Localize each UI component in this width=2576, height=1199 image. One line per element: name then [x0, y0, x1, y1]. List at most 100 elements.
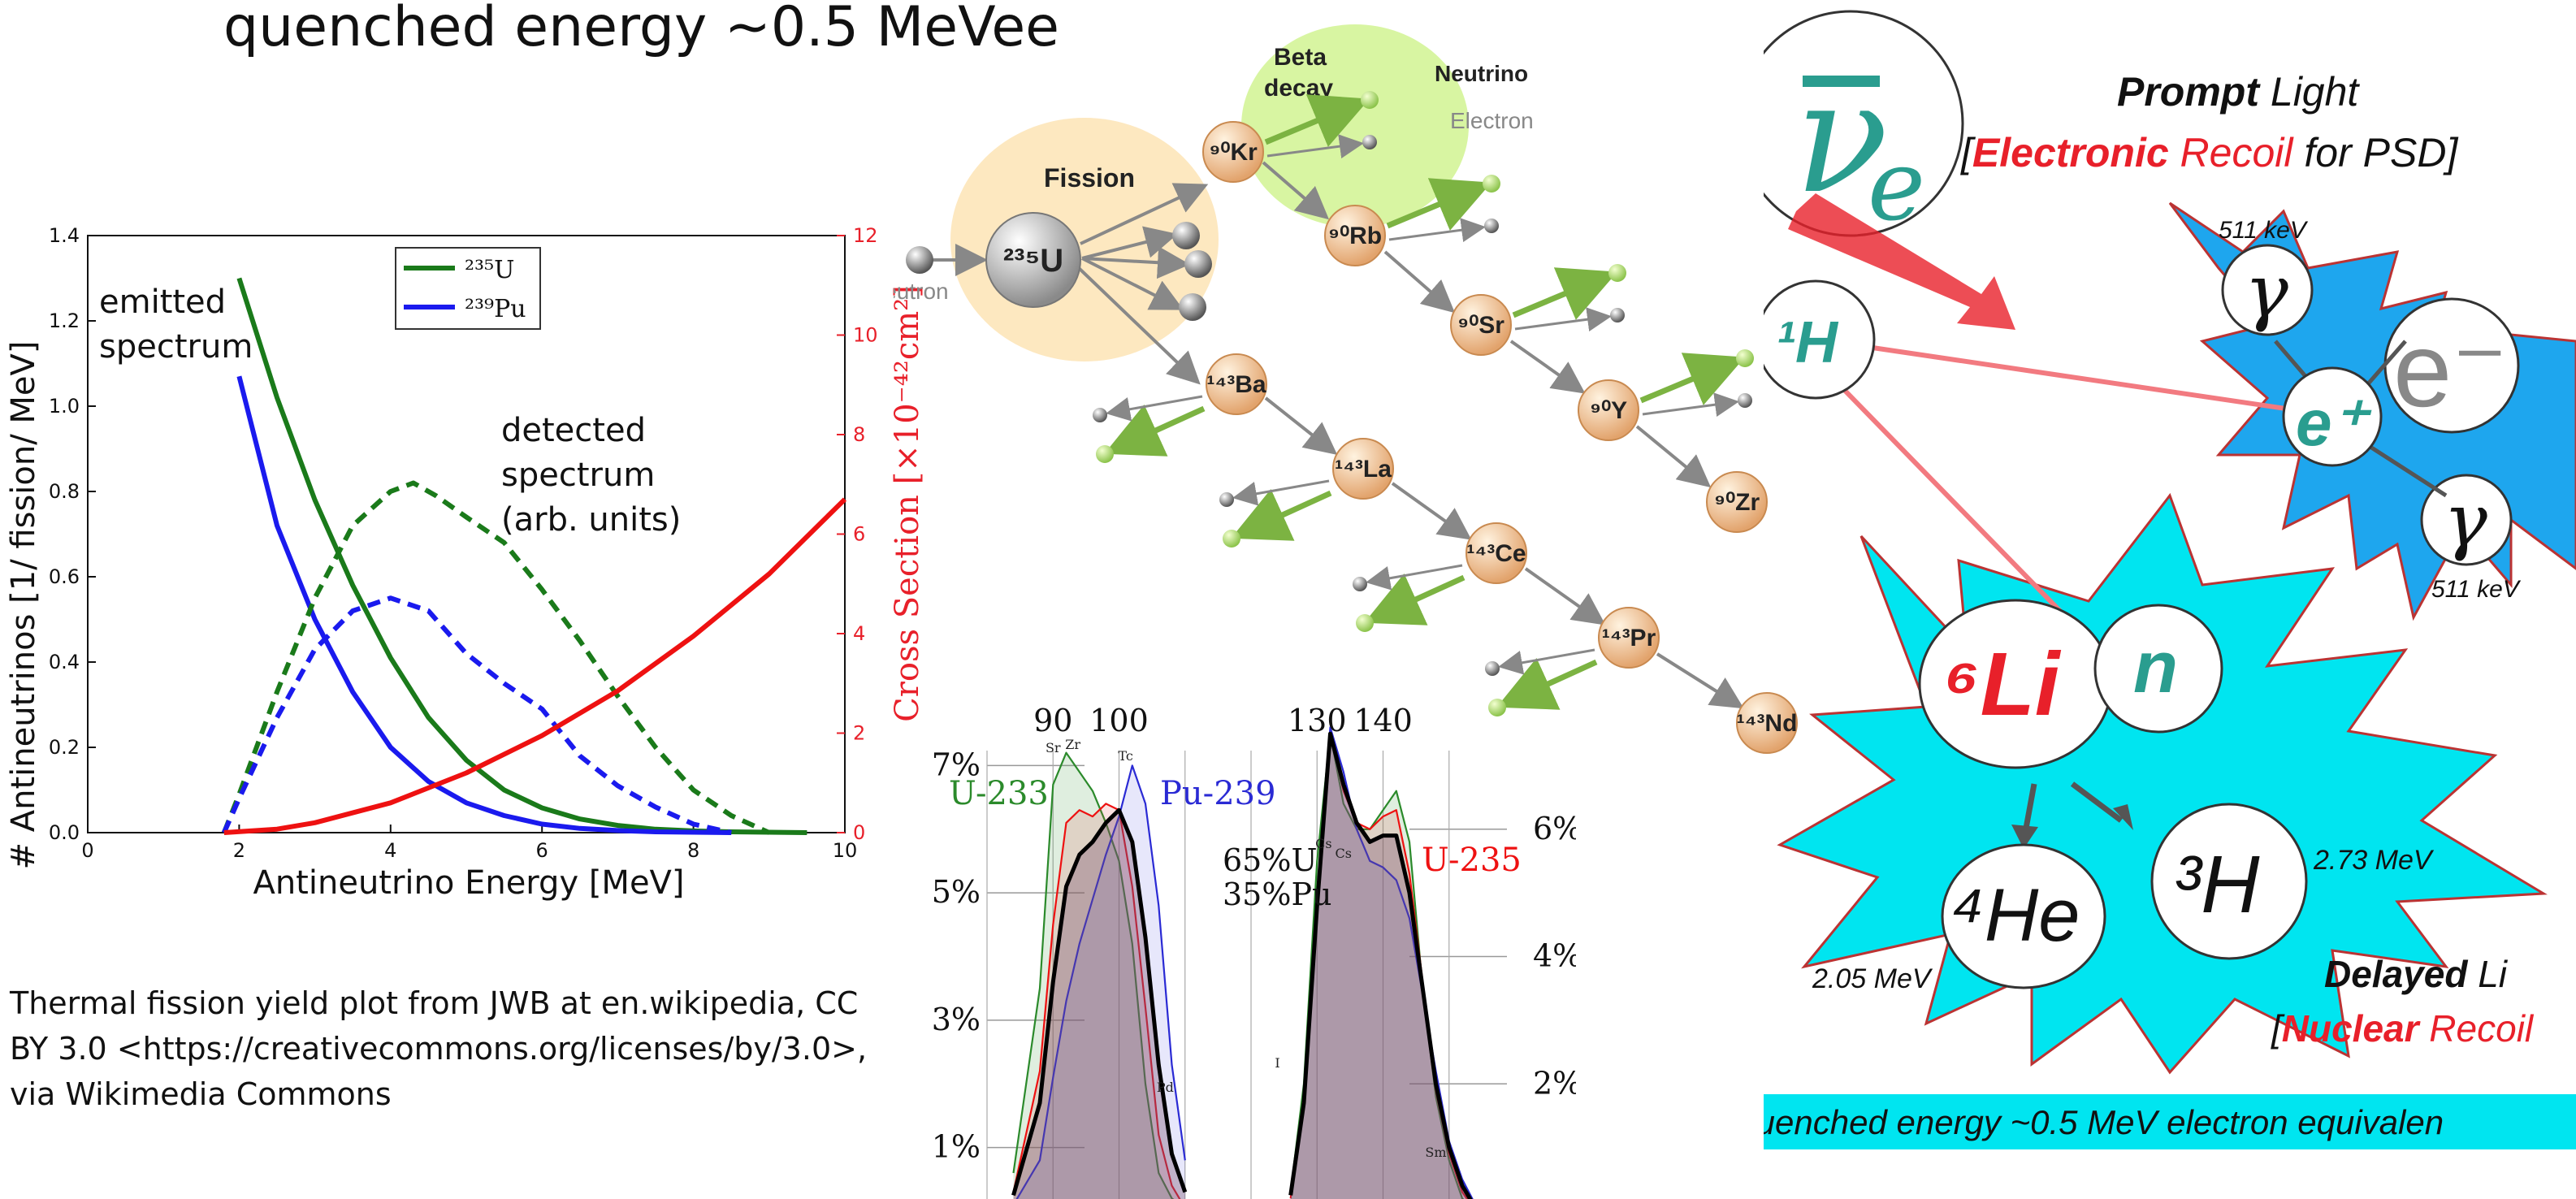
y2-tick-label: 6: [853, 523, 865, 546]
electron-symbol: e⁻: [2393, 310, 2508, 429]
series-label-pu239: Pu-239: [1160, 775, 1276, 812]
x-tick-label: 8: [687, 839, 699, 862]
series-area-2-0: [1016, 765, 1185, 1199]
inverse-beta-decay-diagram: ν e ¹H Prompt Light [Electronic Recoil f…: [1764, 10, 2576, 1149]
top-label: 140: [1353, 703, 1413, 738]
electron-arrow: [1266, 134, 1364, 159]
x-tick-label: 6: [536, 839, 548, 862]
quenched-energy-banner: [1764, 1094, 2576, 1149]
decay-arrow: [1391, 482, 1472, 540]
beta-label-2: decay: [1264, 75, 1333, 102]
mix-label-2: 35%Pu: [1223, 877, 1332, 912]
y-tick-left: 3%: [932, 1002, 981, 1037]
mix-label-1: 65%U: [1223, 842, 1318, 878]
lithium6-label: ⁶Li: [1944, 634, 2062, 734]
series-area-0-1: [1290, 734, 1463, 1199]
y2-tick-label: 12: [853, 224, 878, 247]
nucleus-node: [985, 212, 1081, 308]
decay-arrow: [1524, 567, 1606, 625]
antineutrino-sub: e: [1868, 130, 1925, 243]
series-label-u235: U-235: [1422, 842, 1522, 879]
series-line-2-0: [1015, 764, 1186, 1199]
series-line-1-0: [1012, 803, 1181, 1199]
neutron-symbol: n: [2133, 627, 2178, 708]
neutrino-ball: [1356, 614, 1374, 632]
element-label: Cs: [1315, 836, 1331, 851]
nuclear-recoil-subtitle: [Nuclear Recoil: [2271, 1007, 2535, 1050]
top-label: 130: [1288, 703, 1347, 738]
x-tick-label: 0: [81, 839, 93, 862]
li-to-h3-arrow: [2070, 781, 2124, 823]
prompt-light-title: Prompt Light: [2117, 69, 2360, 115]
antineutrino-symbol: ν: [1795, 48, 1889, 227]
delayed-light-title: Delayed Li: [2324, 953, 2509, 995]
y2-tick-label: 2: [853, 722, 865, 745]
electron-ball: [1738, 393, 1752, 408]
element-label: Cs: [1336, 846, 1352, 861]
series-area-1-1: [1290, 734, 1467, 1199]
y-tick-label: 1.4: [49, 224, 80, 247]
x-tick-label: 10: [833, 839, 858, 862]
neutrino-arrow: [1639, 353, 1745, 405]
neutrino-arrow: [1496, 657, 1598, 710]
electron-arrow: [1642, 392, 1739, 418]
y-tick-label: 0.2: [49, 736, 80, 759]
annotation-emitted-1: emitted: [99, 284, 226, 321]
series-line-3-1: [1288, 731, 1473, 1199]
annotation-detected-2: spectrum: [501, 457, 655, 494]
y-tick-label: 0.0: [49, 821, 80, 844]
y-tick-label: 0.4: [49, 651, 80, 673]
gamma-symbol-bottom: γ: [2444, 478, 2487, 564]
decay-arrow: [1656, 652, 1744, 709]
decay-arrow: [1264, 396, 1338, 455]
series-line-3: [222, 595, 732, 835]
nucleus-node: [1466, 522, 1527, 584]
fragment-arrow: [1081, 257, 1184, 310]
electron-ball: [1484, 219, 1499, 233]
fission-label: Fission: [1044, 163, 1135, 193]
element-label: Pd: [1157, 1080, 1174, 1095]
neutrino-ball: [1488, 699, 1506, 716]
decay-arrow: [1635, 425, 1712, 488]
nucleus-node: [1332, 438, 1394, 500]
series-line-2: [222, 480, 771, 835]
neutron-circle: [2093, 604, 2223, 734]
y2-tick-label: 0: [853, 821, 865, 844]
credit-line-1: Thermal fission yield plot from JWB at e…: [10, 985, 859, 1021]
decay-arrow: [1077, 266, 1201, 385]
electron-label: Electron: [1450, 108, 1534, 133]
he4-arrowhead: [2011, 825, 2038, 849]
y2-tick-label: 8: [853, 423, 865, 446]
positron-circle: [2282, 366, 2383, 467]
x-axis-label: Antineutrino Energy [MeV]: [253, 864, 684, 902]
y-tick-left: 5%: [932, 874, 981, 910]
annotation-detected-3: (arb. units): [501, 501, 681, 539]
tritium-circle: [2150, 803, 2308, 960]
nucleus-label: ¹⁴³Pr: [1602, 625, 1656, 651]
top-label: 100: [1089, 703, 1149, 738]
series-line-1: [236, 375, 732, 835]
neutrino-ball: [1096, 445, 1114, 463]
helium4-energy: 2.05 MeV: [1812, 963, 1933, 994]
electron-arrow: [1498, 648, 1595, 675]
electron-arrow: [1232, 479, 1330, 506]
credit-line-2: BY 3.0 <https://creativecommons.org/lice…: [10, 1031, 868, 1067]
neutrino-arrow: [1264, 94, 1370, 147]
fission-decay-chain-diagram: Fission Beta decay Neutrino Electron Neu…: [894, 24, 1798, 754]
nucleus-label: ¹⁴³La: [1335, 456, 1392, 483]
credit-line-3: via Wikimedia Commons: [10, 1076, 392, 1112]
series-area-3-0: [1013, 810, 1185, 1199]
x-tick-label: 4: [384, 839, 396, 862]
x-tick-label: 2: [233, 839, 245, 862]
series-line-4: [223, 497, 847, 835]
annotation-emitted-2: spectrum: [99, 328, 253, 366]
image-credit: Thermal fission yield plot from JWB at e…: [10, 980, 867, 1117]
element-label: Sm: [1425, 1145, 1446, 1160]
neutrino-ball: [1361, 91, 1379, 109]
antineutrino-spectrum-chart: 0.00.20.40.60.81.01.21.40 2 4 6 8 10024681012…: [5, 224, 926, 902]
proton-label: ¹H: [1776, 310, 1839, 375]
electron-ball: [1093, 408, 1107, 422]
beta-label-1: Beta: [1274, 44, 1327, 71]
y-tick-left: 7%: [932, 747, 981, 782]
series-line-0: [236, 277, 807, 835]
